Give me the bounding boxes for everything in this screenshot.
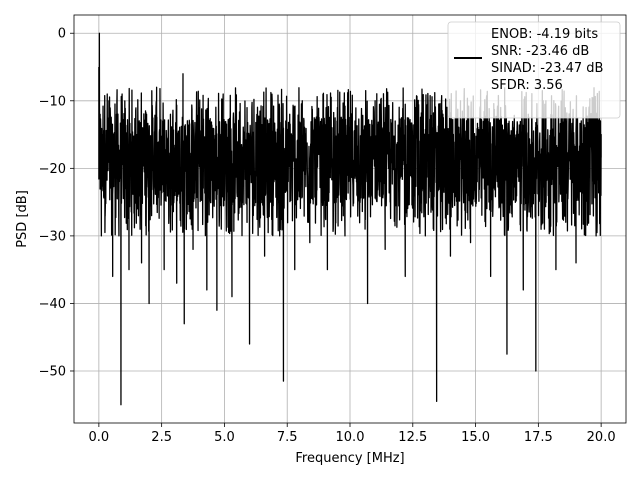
x-tick-label: 12.5	[398, 430, 427, 445]
x-tick-label: 17.5	[524, 430, 553, 445]
series-psd	[98, 32, 602, 406]
y-axis-label: PSD [dB]	[15, 190, 30, 248]
x-tick-label: 20.0	[587, 430, 616, 445]
legend-entry-snr: SNR: -23.46 dB	[491, 44, 589, 59]
x-tick-label: 5.0	[214, 430, 235, 445]
x-tick-label: 15.0	[461, 430, 490, 445]
x-axis-label: Frequency [MHz]	[295, 451, 404, 466]
y-tick-label: 0	[58, 27, 66, 42]
y-tick-label: −50	[39, 364, 66, 379]
legend-entry-sfdr: SFDR: 3.56	[491, 78, 563, 93]
x-tick-label: 0.0	[89, 430, 110, 445]
x-tick-label: 7.5	[277, 430, 298, 445]
y-tick-label: −10	[39, 94, 66, 109]
legend: ENOB: -4.19 bits SNR: -23.46 dB SINAD: -…	[447, 21, 621, 119]
y-tick-label: −20	[39, 162, 66, 177]
x-tick-label: 2.5	[151, 430, 172, 445]
legend-box	[447, 21, 621, 119]
y-tick-label: −40	[39, 297, 66, 312]
axis-ticks: 0.0 2.5 5.0 7.5 10.0 12.5 15.0 17.5 20.0 0 −10 −20 −…	[39, 27, 616, 445]
legend-entry-sinad: SINAD: -23.47 dB	[491, 61, 603, 76]
x-tick-label: 10.0	[336, 430, 365, 445]
legend-entry-enob: ENOB: -4.19 bits	[491, 27, 598, 42]
y-tick-label: −30	[39, 229, 66, 244]
psd-series-line	[98, 32, 602, 406]
